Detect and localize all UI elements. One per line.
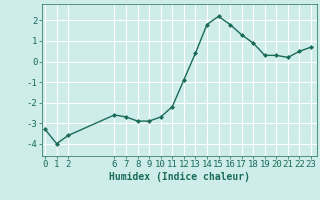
X-axis label: Humidex (Indice chaleur): Humidex (Indice chaleur) — [109, 172, 250, 182]
